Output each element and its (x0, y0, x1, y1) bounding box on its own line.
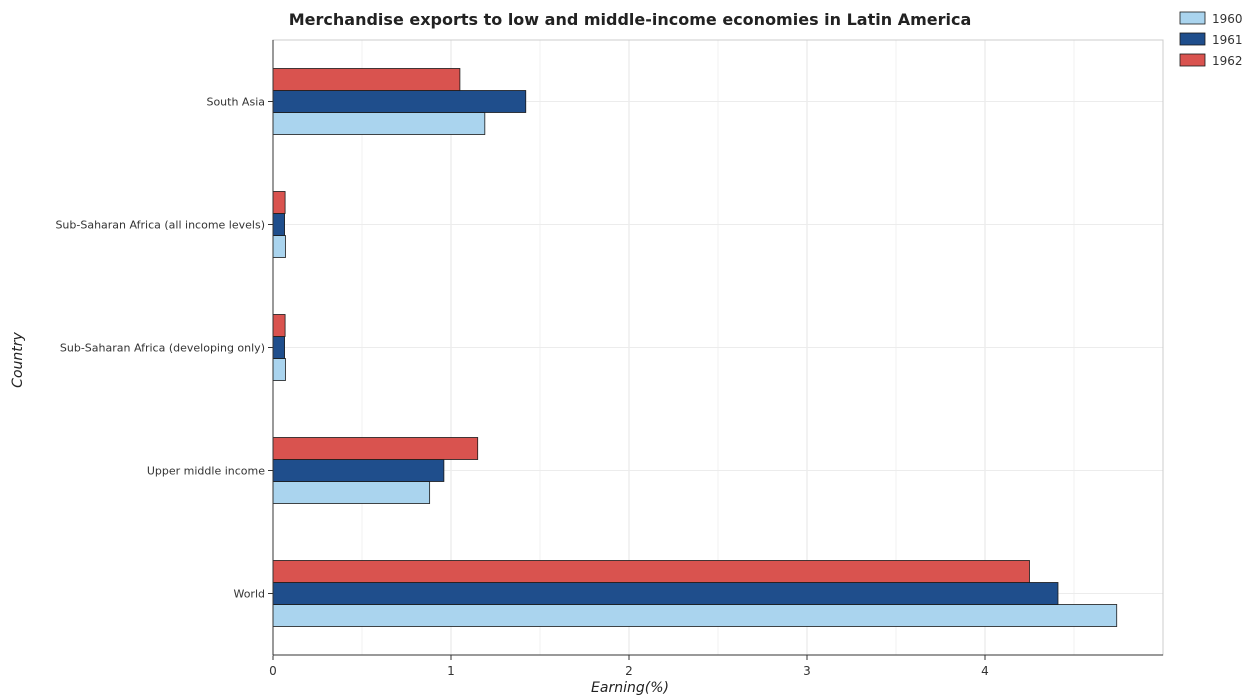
bar-1961 (272, 459, 445, 482)
legend-swatch-1962 (1179, 53, 1206, 67)
x-tick-label: 1 (447, 664, 455, 678)
x-axis-label: Earning(%) (591, 680, 669, 696)
legend-swatch-1961 (1179, 32, 1206, 46)
axes-layer: 0 1 2 3 4 South Asia Sub-Saharan Africa (all i… (55, 39, 1164, 678)
x-tick-label: 4 (981, 664, 989, 678)
bar-1960 (272, 481, 431, 504)
legend: 1960 1961 1962 (1179, 11, 1243, 68)
x-tick-label: 0 (269, 664, 277, 678)
bar-1960 (272, 235, 286, 258)
legend-swatch-1960 (1179, 11, 1206, 25)
bar-1960 (272, 112, 486, 135)
bar-1962 (272, 314, 286, 337)
bar-1962 (272, 437, 479, 460)
y-tick-label: World (233, 588, 265, 601)
y-tick-label: Sub-Saharan Africa (developing only) (60, 342, 265, 355)
bar-1961 (272, 90, 527, 113)
legend-label-1961: 1961 (1212, 33, 1243, 47)
bar-1961 (272, 582, 1059, 605)
x-tick-label: 2 (625, 664, 633, 678)
chart-title: Merchandise exports to low and middle-in… (289, 10, 972, 29)
y-tick-label: Upper middle income (147, 465, 265, 478)
bar-1960 (272, 604, 1118, 627)
y-axis-label: Country (10, 331, 26, 387)
x-tick-label: 3 (803, 664, 811, 678)
y-tick-label: Sub-Saharan Africa (all income levels) (55, 219, 265, 232)
bar-1962 (272, 560, 1030, 583)
bar-1961 (272, 213, 285, 236)
y-tick-label: South Asia (206, 96, 265, 109)
bar-1960 (272, 358, 286, 381)
bar-1962 (272, 191, 286, 214)
legend-label-1960: 1960 (1212, 12, 1243, 26)
bar-1962 (272, 68, 461, 91)
legend-label-1962: 1962 (1212, 54, 1243, 68)
bar-1961 (272, 336, 285, 359)
